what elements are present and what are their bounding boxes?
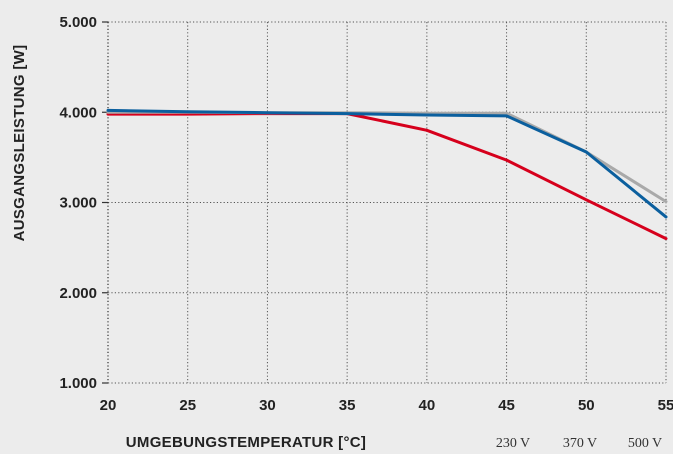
x-tick-label: 40 (419, 397, 436, 414)
y-tick-label: 5.000 (59, 14, 97, 31)
legend-item-500v: 500 V (628, 436, 662, 451)
series-line-500v (106, 108, 668, 219)
x-axis-title: UMGEBUNGSTEMPERATUR [°C] (126, 434, 366, 451)
y-axis-title: AUSGANGSLEISTUNG [W] (11, 45, 28, 242)
series-line-230v (106, 112, 668, 241)
x-tick-label: 55 (658, 397, 673, 414)
y-tick-label: 3.000 (59, 195, 97, 212)
legend-item-370v: 370 V (563, 436, 597, 451)
x-tick-label: 45 (498, 397, 515, 414)
x-tick-label: 35 (339, 397, 356, 414)
x-tick-label: 25 (179, 397, 196, 414)
x-tick-label: 20 (100, 397, 117, 414)
x-tick-label: 30 (259, 397, 276, 414)
legend: 230 V 370 V 500 V (496, 436, 662, 451)
series-lines (106, 108, 668, 241)
y-tick-label: 1.000 (59, 375, 97, 392)
y-tick-labels: 1.000 2.000 3.000 4.000 5.000 (59, 14, 97, 392)
x-tick-label: 50 (578, 397, 595, 414)
legend-item-230v: 230 V (496, 436, 530, 451)
y-tick-label: 4.000 (59, 104, 97, 121)
y-tick-label: 2.000 (59, 285, 97, 302)
x-tick-labels: 20 25 30 35 40 45 50 55 (100, 397, 673, 414)
axes (102, 21, 109, 384)
